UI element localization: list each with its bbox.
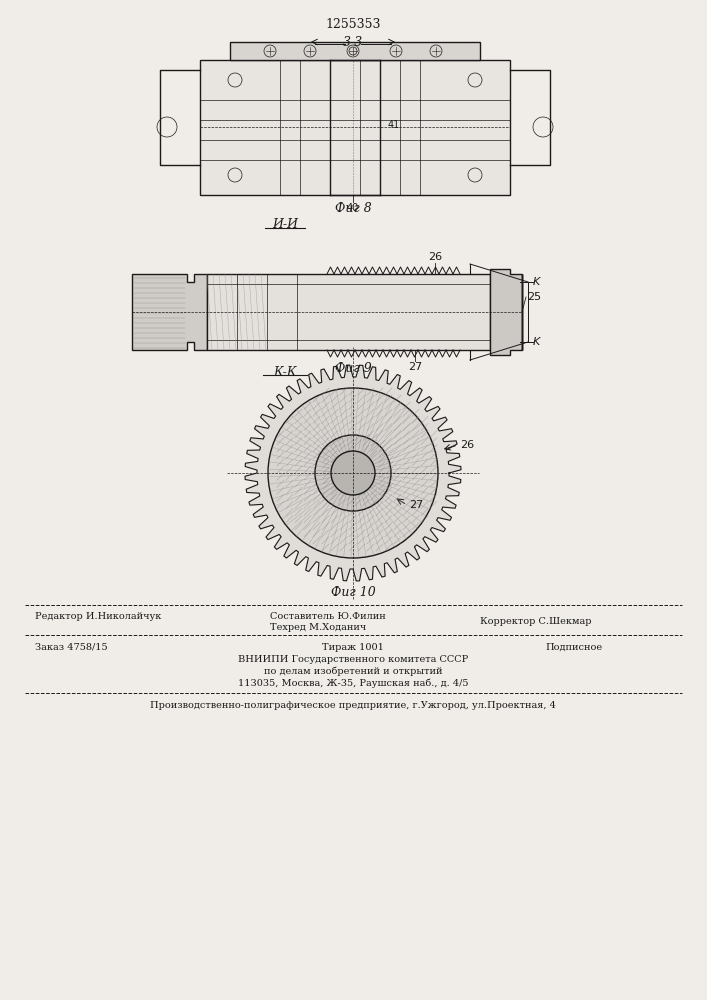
Circle shape — [315, 435, 391, 511]
Text: 25: 25 — [527, 292, 541, 302]
Text: Фиг 10: Фиг 10 — [331, 586, 375, 599]
Polygon shape — [490, 269, 522, 355]
Text: Фиг 9: Фиг 9 — [334, 362, 371, 375]
Circle shape — [268, 388, 438, 558]
Text: Редактор И.Николайчук: Редактор И.Николайчук — [35, 612, 161, 621]
Polygon shape — [230, 42, 480, 60]
Text: 26: 26 — [460, 440, 474, 450]
Text: 41: 41 — [388, 120, 400, 130]
Text: Производственно-полиграфическое предприятие, г.Ужгород, ул.Проектная, 4: Производственно-полиграфическое предприя… — [150, 701, 556, 710]
Text: по делам изобретений и открытий: по делам изобретений и открытий — [264, 667, 443, 676]
Text: Фиг 8: Фиг 8 — [334, 202, 371, 215]
Polygon shape — [200, 60, 510, 195]
Text: 113035, Москва, Ж-35, Раушская наб., д. 4/5: 113035, Москва, Ж-35, Раушская наб., д. … — [238, 679, 468, 688]
Polygon shape — [132, 274, 207, 350]
Text: ВНИИПИ Государственного комитета СССР: ВНИИПИ Государственного комитета СССР — [238, 655, 468, 664]
Circle shape — [331, 451, 375, 495]
Polygon shape — [245, 365, 461, 581]
Text: 26: 26 — [428, 252, 442, 262]
Text: Заказ 4758/15: Заказ 4758/15 — [35, 643, 107, 652]
Polygon shape — [207, 274, 490, 350]
Text: 40: 40 — [347, 203, 359, 213]
Text: Техред М.Ходанич: Техред М.Ходанич — [270, 623, 366, 632]
Text: К-К: К-К — [273, 365, 297, 378]
Text: Тираж 1001: Тираж 1001 — [322, 643, 384, 652]
Text: 27: 27 — [409, 500, 423, 510]
Text: 3-3: 3-3 — [343, 35, 363, 48]
Text: 1255353: 1255353 — [325, 18, 381, 31]
Text: K: K — [533, 337, 540, 347]
Text: 27: 27 — [408, 362, 422, 372]
Text: И-И: И-И — [272, 219, 298, 232]
Text: Корректор С.Шекмар: Корректор С.Шекмар — [480, 617, 592, 626]
Text: Составитель Ю.Филин: Составитель Ю.Филин — [270, 612, 386, 621]
Text: Подписное: Подписное — [545, 643, 602, 652]
Text: K: K — [533, 277, 540, 287]
